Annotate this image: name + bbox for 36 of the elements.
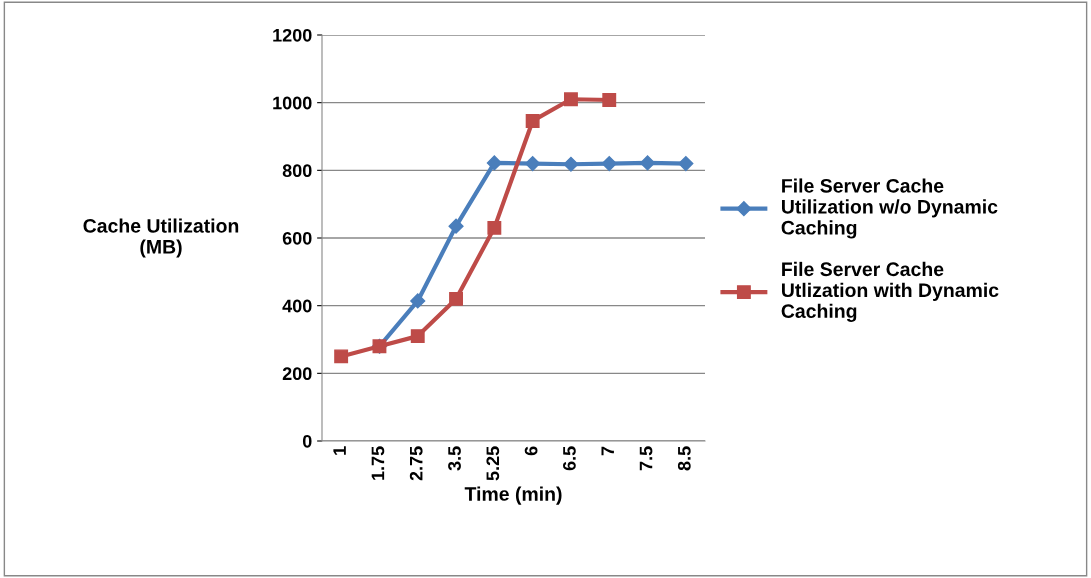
y-tick-label: 0 [302,434,312,448]
y-tick-label: 800 [282,164,312,178]
x-tick-label: 1.75 [371,446,385,480]
point [525,113,540,128]
x-tick-label: 3.5 [448,446,461,471]
x-tick-label: 7 [601,446,614,456]
x-tick-label: 5.25 [486,446,500,481]
point [639,155,656,171]
point [486,155,502,171]
y-tick-label: 1200 [273,28,312,42]
legend-label: File Server Cache Utlization with Dynamic Caching [781,261,999,322]
x-tick-label: 7.5 [639,446,653,471]
x-tick-label: 6 [524,446,538,456]
point [525,155,541,172]
legend-label: File Server Cache Utilization w/o Dynamic Caching [781,178,998,239]
point [410,329,425,344]
x-tick-label: 8.5 [677,446,691,471]
point [601,155,617,172]
y-axis-title: Cache Utilization (MB) [83,218,239,258]
x-axis-title: Time (min) [464,486,562,505]
point [487,220,502,235]
point [410,293,426,309]
x-tick-label: 1 [333,446,346,455]
point [449,291,463,306]
x-tick-label: 6.5 [563,446,576,471]
x-tick-label: 2.75 [409,446,423,481]
point [334,349,349,364]
point [448,218,464,234]
y-tick-label: 600 [282,231,312,245]
point [564,92,578,107]
point [678,155,694,172]
y-tick-label: 400 [282,299,312,313]
y-tick-label: 200 [282,367,312,381]
y-tick-label: 1000 [273,96,312,110]
point [563,156,579,172]
point [602,93,617,107]
